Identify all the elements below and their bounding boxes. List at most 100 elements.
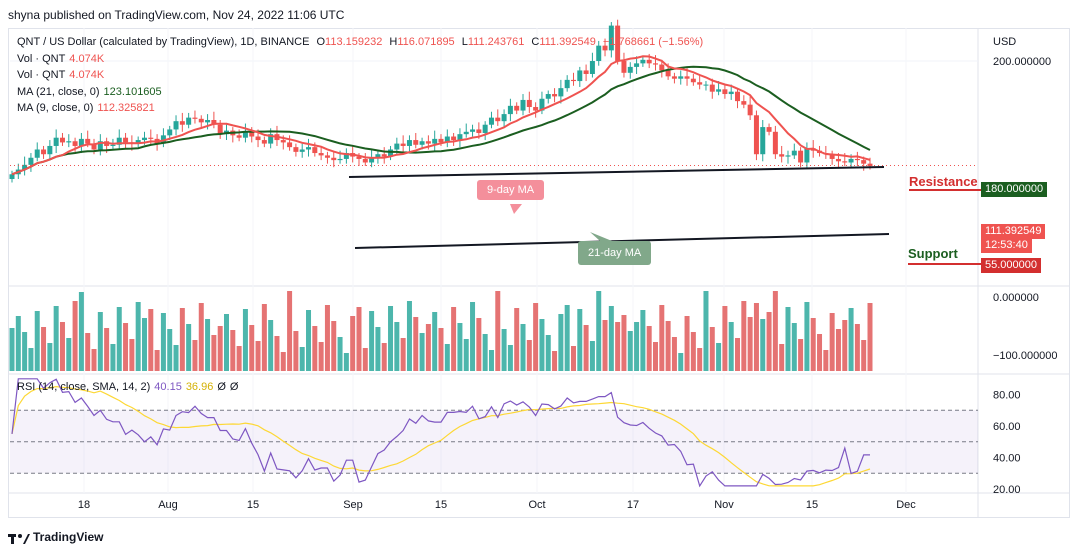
volume-bar [116,307,122,371]
volume-bar [154,350,160,371]
volume-bar [665,321,671,371]
candle-body [634,63,640,67]
rsi-null-2: Ø [229,381,239,393]
candle-body [419,141,425,145]
candle-body [671,76,677,79]
rsi-tick-label: 40.00 [993,453,1021,465]
volume-bar [703,291,709,371]
volume-bar [817,334,823,371]
volume-bar [545,335,551,371]
tradingview-brand[interactable]: TradingView [8,530,103,544]
high-label: H [389,36,398,48]
volume-bar [457,323,463,371]
candle-body [318,153,324,156]
resistance-label: Resistance [909,174,978,189]
volume-bar [293,331,299,371]
volume-bar [829,313,835,371]
volume-bar [520,324,526,371]
candle-body [495,117,501,122]
volume-bar [413,317,419,371]
volume-bar [760,319,766,371]
candle-body [703,84,709,86]
rsi-label: RSI (14, close, SMA, 14, 2) [17,381,151,393]
volume-bar [526,340,532,371]
volume-bar [337,337,343,371]
candle-body [306,147,312,150]
candle-body [324,155,330,158]
volume-bar [362,348,368,371]
candle-body [268,134,274,144]
volume-bar [331,321,337,371]
rsi-value: 40.15 [154,381,182,393]
volume-bar [148,309,154,371]
candle-body [470,129,476,132]
close-label: C [531,36,540,48]
volume-bar [835,329,841,371]
volume-bar [627,331,633,371]
volume-bar [533,303,539,371]
candle-body [533,107,539,111]
volume-bar [394,322,400,371]
candle-body [413,140,419,145]
volume-bar [419,333,425,371]
low-label: L [461,36,468,48]
volume-bar [179,308,185,371]
candle-body [85,138,91,144]
candle-body [791,150,797,156]
volume-bar [697,348,703,371]
candle-body [507,105,513,115]
rsi-tick-label: 80.00 [993,390,1021,402]
candle-body [577,70,583,82]
candle-body [66,141,72,143]
last-price-tag: 111.392549 [981,224,1046,239]
ma9-label: MA (9, close, 0) [17,102,94,114]
candle-body [173,121,179,130]
volume-bar [312,326,318,371]
volume-bar [66,338,72,371]
candle-body [97,141,103,150]
volume-bar [406,301,412,371]
volume-bar [274,336,280,371]
volume-bar [160,313,166,371]
candle-body [463,131,469,135]
volume-bar [375,327,381,371]
candle-body [779,154,785,157]
candle-body [34,149,40,158]
candle-body [564,79,570,89]
volume-bar [470,302,476,371]
candle-body [337,158,343,161]
ma21-line [11,65,871,176]
rsi-tick-label: 20.00 [993,484,1021,496]
volume-bar [110,344,116,371]
candle-body [425,141,431,144]
ma21-callout: 21-day MA [578,241,652,265]
volume-bar [716,343,722,371]
candle-body [255,136,261,141]
candle-body [476,129,482,133]
volume-bar [324,305,330,371]
candle-body [829,154,835,159]
volume-bar [684,316,690,371]
volume-bar [570,346,576,371]
time-tick-label: 15 [435,499,447,511]
volume-bar [123,323,129,371]
volume-bar [589,341,595,371]
candle-body [179,121,185,125]
volume-bar [167,329,173,371]
support-label: Support [908,246,958,261]
ma21-callout-pointer [590,232,612,241]
candle-body [400,143,406,146]
candle-body [798,150,804,163]
volume-bar [280,352,286,371]
candle-body [709,84,715,92]
volume-bar [539,319,545,371]
volume-bar [653,342,658,371]
volume-bar [47,343,53,371]
volume-bar [488,350,494,371]
candle-body [570,79,576,82]
volume-bar [747,317,753,371]
candle-body [583,70,589,74]
candle-body [457,134,463,141]
volume-bar [261,304,267,371]
